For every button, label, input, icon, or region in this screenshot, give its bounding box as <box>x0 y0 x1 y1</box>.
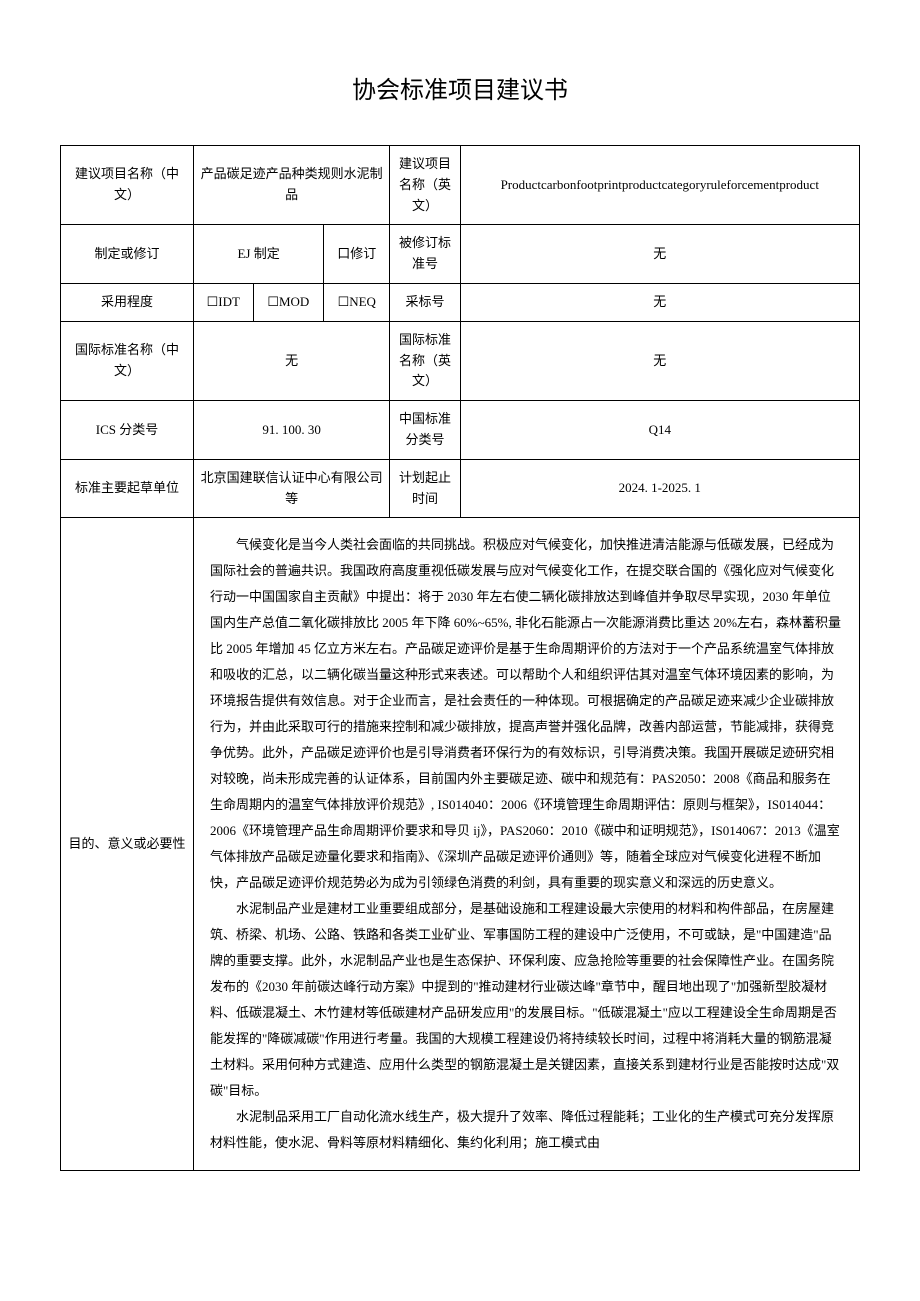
purpose-paragraph-2: 水泥制品产业是建材工业重要组成部分，是基础设施和工程建设最大宗使用的材料和构件部… <box>210 896 843 1104</box>
proposal-table: 建议项目名称（中文） 产品碳足迹产品种类规则水泥制品 建议项目名称（英文） Pr… <box>60 145 860 1171</box>
label-ics: ICS 分类号 <box>61 401 194 460</box>
value-plan-period: 2024. 1-2025. 1 <box>460 459 859 518</box>
label-purpose: 目的、意义或必要性 <box>61 518 194 1171</box>
value-project-name-cn: 产品碳足迹产品种类规则水泥制品 <box>194 146 390 225</box>
label-cn-class: 中国标准分类号 <box>390 401 460 460</box>
label-formulate-revise: 制定或修订 <box>61 225 194 284</box>
option-formulate: EJ 制定 <box>194 225 324 284</box>
option-neq: ☐NEQ <box>324 283 390 321</box>
purpose-paragraph-1: 气候变化是当今人类社会面临的共同挑战。积极应对气候变化，加快推进清洁能源与低碳发… <box>210 532 843 896</box>
document-title: 协会标准项目建议书 <box>60 70 860 105</box>
value-revised-std-no: 无 <box>460 225 859 284</box>
label-project-name-cn: 建议项目名称（中文） <box>61 146 194 225</box>
value-intl-std-en: 无 <box>460 321 859 400</box>
label-intl-std-en: 国际标准名称（英文） <box>390 321 460 400</box>
option-revise: 口修订 <box>324 225 390 284</box>
label-revised-std-no: 被修订标准号 <box>390 225 460 284</box>
label-adoption-degree: 采用程度 <box>61 283 194 321</box>
label-plan-period: 计划起止时间 <box>390 459 460 518</box>
label-adopt-std-no: 采标号 <box>390 283 460 321</box>
value-adopt-std-no: 无 <box>460 283 859 321</box>
value-intl-std-cn: 无 <box>194 321 390 400</box>
value-project-name-en: Productcarbonfootprintproductcategoryrul… <box>460 146 859 225</box>
purpose-paragraph-3: 水泥制品采用工厂自动化流水线生产，极大提升了效率、降低过程能耗；工业化的生产模式… <box>210 1104 843 1156</box>
label-intl-std-cn: 国际标准名称（中文） <box>61 321 194 400</box>
purpose-body: 气候变化是当今人类社会面临的共同挑战。积极应对气候变化，加快推进清洁能源与低碳发… <box>194 518 860 1171</box>
option-idt: ☐IDT <box>194 283 254 321</box>
option-mod: ☐MOD <box>253 283 324 321</box>
value-ics: 91. 100. 30 <box>194 401 390 460</box>
label-project-name-en: 建议项目名称（英文） <box>390 146 460 225</box>
value-cn-class: Q14 <box>460 401 859 460</box>
label-draft-unit: 标准主要起草单位 <box>61 459 194 518</box>
value-draft-unit: 北京国建联信认证中心有限公司等 <box>194 459 390 518</box>
